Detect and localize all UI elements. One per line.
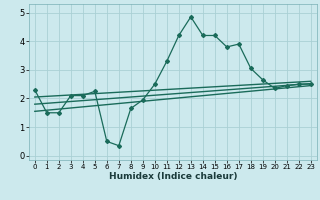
X-axis label: Humidex (Indice chaleur): Humidex (Indice chaleur): [108, 172, 237, 181]
